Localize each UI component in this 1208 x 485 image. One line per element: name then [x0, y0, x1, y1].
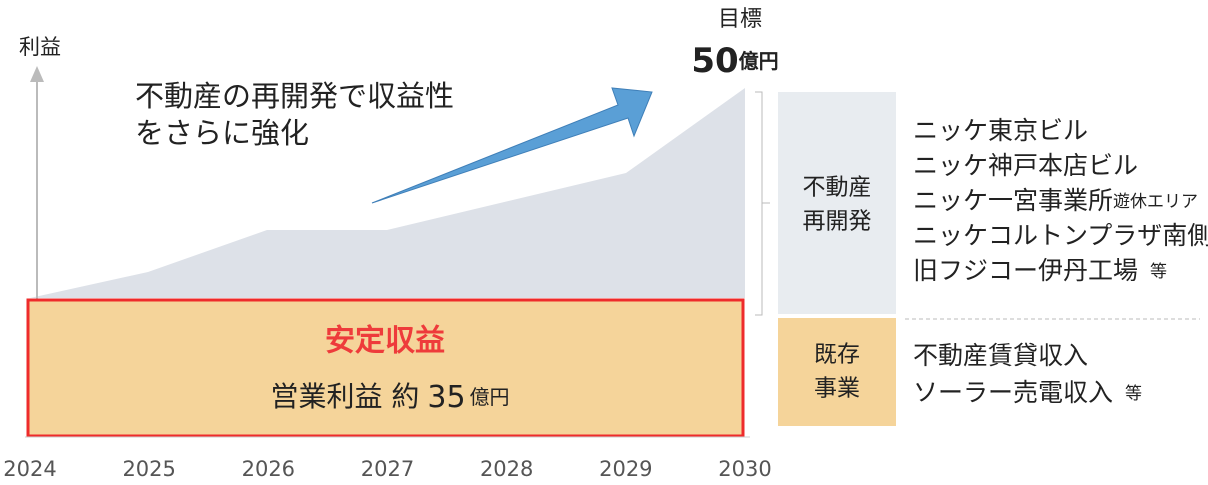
headline: 不動産の再開発で収益性	[135, 79, 454, 113]
growth-area	[30, 88, 745, 298]
item: ソーラー売電収入等	[913, 378, 1142, 407]
item: ニッケ東京ビル	[913, 116, 1088, 145]
item: ニッケ一宮事業所遊休エリア	[913, 186, 1198, 215]
item-text: ニッケコルトンプラザ南側	[913, 221, 1208, 250]
item: ニッケコルトンプラザ南側	[913, 221, 1208, 250]
growth-arrow	[371, 87, 653, 204]
item: ニッケ神戸本店ビル	[913, 151, 1138, 180]
item-text: ソーラー売電収入	[913, 378, 1113, 407]
target-number: 50	[691, 41, 738, 81]
segment-box	[778, 92, 896, 314]
x-axis-labels: 2024 2025 2026 2027 2028 2029 2030	[3, 457, 771, 481]
item: 不動産賃貸収入	[913, 341, 1088, 370]
headline: をさらに強化	[135, 116, 309, 150]
axis-label: 利益	[19, 35, 61, 59]
stable-box	[26, 298, 745, 438]
year-label: 2030	[718, 457, 771, 481]
year-label: 2027	[361, 457, 414, 481]
year-label: 2028	[480, 457, 533, 481]
segment-label: 事業	[814, 376, 860, 402]
item-text: 旧フジコー伊丹工場	[913, 256, 1138, 285]
segment-label: 再開発	[803, 209, 872, 235]
segment-label: 既存	[814, 342, 860, 368]
item: 旧フジコー伊丹工場等	[913, 256, 1167, 285]
item-note: 遊休エリア	[1113, 192, 1198, 212]
stable-number: 35	[427, 380, 465, 415]
bracket	[755, 91, 770, 316]
segment-items: ニッケ東京ビルニッケ神戸本店ビルニッケ一宮事業所遊休エリアニッケコルトンプラザ南…	[913, 116, 1208, 407]
item-text: ニッケ東京ビル	[913, 116, 1088, 145]
stable-label: 営業利益 約	[270, 380, 419, 413]
y-axis-arrow	[30, 66, 44, 82]
segment-label: 不動産	[803, 175, 872, 201]
item-note: 等	[1125, 384, 1142, 404]
year-label: 2029	[599, 457, 652, 481]
year-label: 2025	[122, 457, 175, 481]
stable-title: 安定収益	[325, 324, 445, 359]
stable-unit: 億円	[470, 385, 510, 409]
target-label: 目標	[718, 7, 762, 32]
item-note: 等	[1150, 262, 1167, 282]
item-text: ニッケ神戸本店ビル	[913, 151, 1138, 180]
target-value: 50億円	[691, 41, 778, 81]
segment-box	[778, 318, 896, 426]
year-label: 2026	[242, 457, 295, 481]
target-unit: 億円	[739, 49, 779, 73]
year-label: 2024	[3, 457, 56, 481]
stable-text: 営業利益 約 35 億円	[270, 380, 509, 415]
item-text: 不動産賃貸収入	[913, 341, 1088, 370]
item-text: ニッケ一宮事業所	[913, 186, 1113, 215]
